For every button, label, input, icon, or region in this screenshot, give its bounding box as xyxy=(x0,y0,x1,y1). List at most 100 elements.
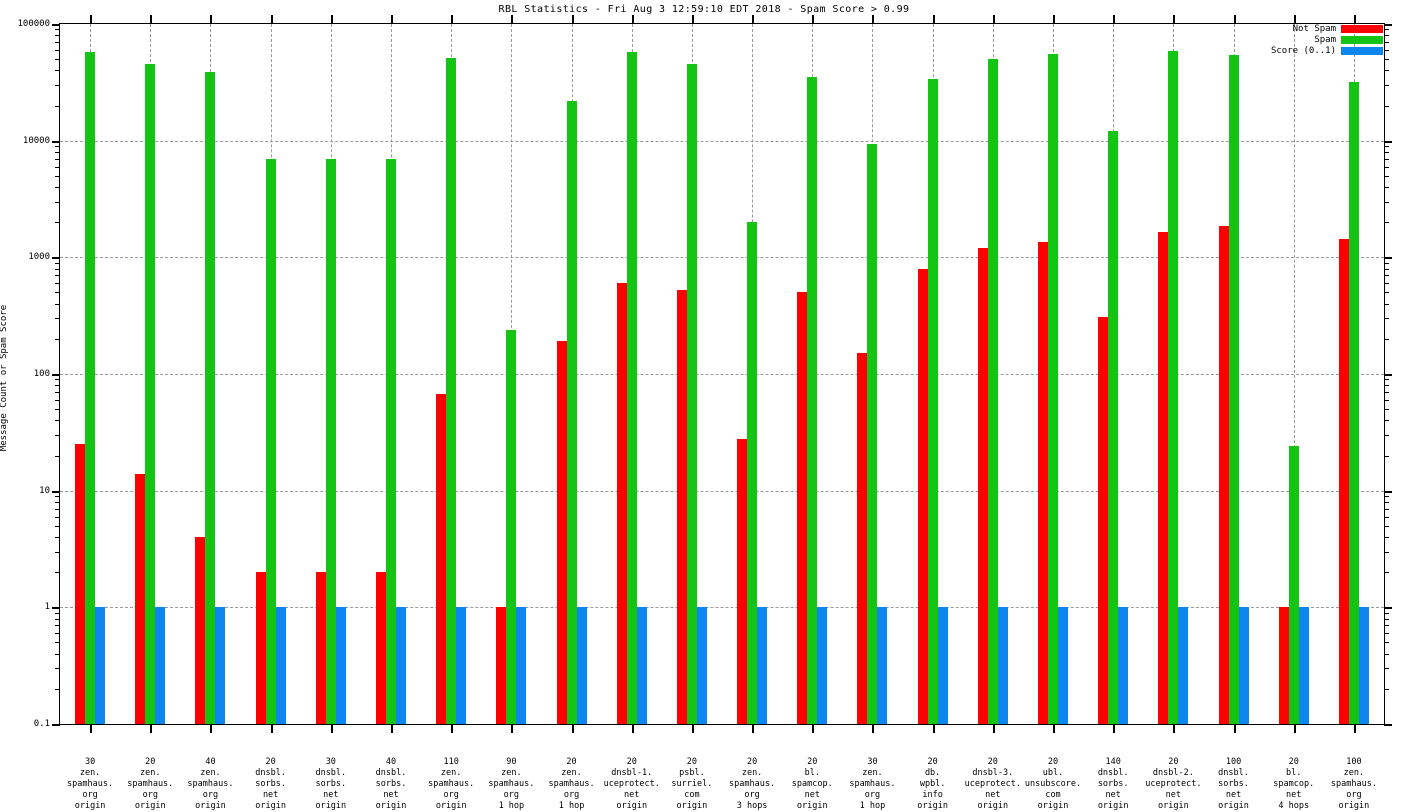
bar-not-spam xyxy=(436,394,447,724)
x-axis-category-line: uceprotect. xyxy=(603,779,660,789)
y-axis-minor-tick xyxy=(55,35,60,37)
bar-score xyxy=(1118,607,1129,724)
x-axis-category-line: spamhaus. xyxy=(428,779,475,789)
x-axis-tick-bottom xyxy=(270,724,273,733)
y-axis-minor-tick xyxy=(55,262,60,264)
bar-spam xyxy=(927,78,938,724)
x-axis-category-line: zen. xyxy=(140,768,161,778)
y-axis-minor-tick xyxy=(55,385,60,387)
y-axis-minor-tick-right xyxy=(1384,516,1389,518)
x-axis-category-label: 20 zen. spamhaus. org 1 hop xyxy=(549,757,595,812)
bar-spam xyxy=(566,100,577,724)
x-axis-category-line: origin xyxy=(255,801,286,811)
gridline-horizontal xyxy=(60,490,1384,492)
y-axis-minor-tick xyxy=(55,201,60,203)
x-axis-category-line: 20 xyxy=(265,757,276,767)
y-axis-minor-tick xyxy=(55,409,60,411)
chart-legend: Not Spam Spam Score (0..1) xyxy=(1243,24,1383,56)
y-axis-minor-tick xyxy=(55,222,60,224)
y-axis-minor-tick-right xyxy=(1384,70,1389,72)
legend-item-label: Score (0..1) xyxy=(1270,46,1336,56)
x-axis-tick xyxy=(1053,15,1055,24)
x-axis-category-label: 20 dnsbl. sorbs. net origin xyxy=(255,757,286,812)
y-axis-minor-tick xyxy=(55,158,60,160)
legend-item-label: Not Spam xyxy=(1292,24,1336,34)
bar-score xyxy=(817,607,828,724)
y-axis-minor-tick-right xyxy=(1384,653,1389,655)
x-axis-tick-bottom xyxy=(691,724,694,733)
y-axis-tick xyxy=(52,607,60,610)
x-axis-category-line: origin xyxy=(195,801,226,811)
bar-not-spam xyxy=(1278,607,1289,724)
bar-not-spam xyxy=(556,341,567,724)
x-axis-tick xyxy=(631,15,634,24)
y-axis-minor-tick-right xyxy=(1384,292,1389,294)
legend-item-label: Spam xyxy=(1314,35,1336,45)
y-axis-minor-tick xyxy=(55,572,60,574)
y-axis-minor-tick-right xyxy=(1384,688,1389,690)
y-axis-minor-tick-right xyxy=(1384,392,1389,394)
y-axis-minor-tick xyxy=(55,268,60,270)
bar-score xyxy=(396,607,406,724)
y-axis-tick-right xyxy=(1384,724,1392,726)
y-axis-minor-tick xyxy=(55,275,60,277)
x-axis-category-line: db. xyxy=(924,768,941,778)
y-axis-minor-tick xyxy=(55,688,60,690)
y-axis-minor-tick xyxy=(55,187,60,189)
y-axis-minor-tick-right xyxy=(1384,175,1389,177)
rbl-statistics-chart: RBL Statistics - Fri Aug 3 12:59:10 EDT … xyxy=(0,4,1392,811)
y-axis-minor-tick xyxy=(55,70,60,72)
y-axis-minor-tick xyxy=(55,49,60,51)
y-axis-minor-tick-right xyxy=(1384,105,1389,107)
y-axis-minor-tick-right xyxy=(1384,318,1389,320)
x-axis-tick-bottom xyxy=(631,724,634,733)
x-axis-category-line: 20 xyxy=(145,757,156,767)
y-axis-tick-right xyxy=(1384,140,1392,143)
y-axis-minor-tick-right xyxy=(1384,551,1389,553)
x-axis-category-line: dnsbl-3. xyxy=(972,768,1014,778)
bar-not-spam xyxy=(1158,231,1169,724)
y-axis-minor-tick-right xyxy=(1384,303,1389,305)
x-axis-category-line: zen. xyxy=(862,768,883,778)
bar-spam xyxy=(205,71,216,724)
x-axis-category-line: bl. xyxy=(1286,768,1302,778)
x-axis-category-line: origin xyxy=(74,801,106,811)
x-axis-tick-bottom xyxy=(90,724,93,733)
y-axis-minor-tick-right xyxy=(1384,59,1389,61)
x-axis-category-line: zen. xyxy=(501,768,522,778)
y-axis-minor-tick xyxy=(55,551,60,553)
x-axis-category-line: spamhaus. xyxy=(1330,779,1377,789)
gridline-horizontal xyxy=(60,257,1384,259)
bar-score xyxy=(636,607,647,724)
y-axis-tick-right xyxy=(1384,490,1392,493)
y-axis-minor-tick xyxy=(55,420,60,422)
x-axis-category-line: 20 xyxy=(807,757,818,767)
x-axis-category-line: 90 xyxy=(506,757,517,767)
y-axis-minor-tick-right xyxy=(1384,618,1389,620)
x-axis-category-line: spamcop. xyxy=(791,779,833,789)
bar-score xyxy=(997,607,1008,724)
x-axis-category-line: origin xyxy=(1037,801,1069,811)
bar-score xyxy=(456,607,467,724)
x-axis-tick-bottom xyxy=(451,724,454,733)
bar-not-spam xyxy=(1038,242,1048,724)
x-axis-category-line: origin xyxy=(435,801,467,811)
bar-score xyxy=(1058,607,1068,724)
bar-spam xyxy=(987,59,998,724)
y-axis-minor-tick xyxy=(55,42,60,44)
x-axis-tick xyxy=(210,15,213,24)
x-axis-tick xyxy=(932,15,935,24)
bar-score xyxy=(576,607,587,724)
x-axis-category-line: spamhaus. xyxy=(488,779,535,789)
x-axis-category-line: sorbs. xyxy=(255,779,286,789)
x-axis-category-line: origin xyxy=(977,801,1009,811)
y-axis-tick xyxy=(52,257,60,260)
bar-score xyxy=(877,607,888,724)
x-axis-category-line: zen. xyxy=(200,768,221,778)
x-axis-category-line: spamhaus. xyxy=(127,779,174,789)
y-axis-minor-tick xyxy=(55,508,60,510)
x-axis-category-line: origin xyxy=(917,801,948,811)
bar-score xyxy=(215,607,226,724)
bar-spam xyxy=(807,77,818,724)
y-axis-minor-tick xyxy=(55,496,60,497)
